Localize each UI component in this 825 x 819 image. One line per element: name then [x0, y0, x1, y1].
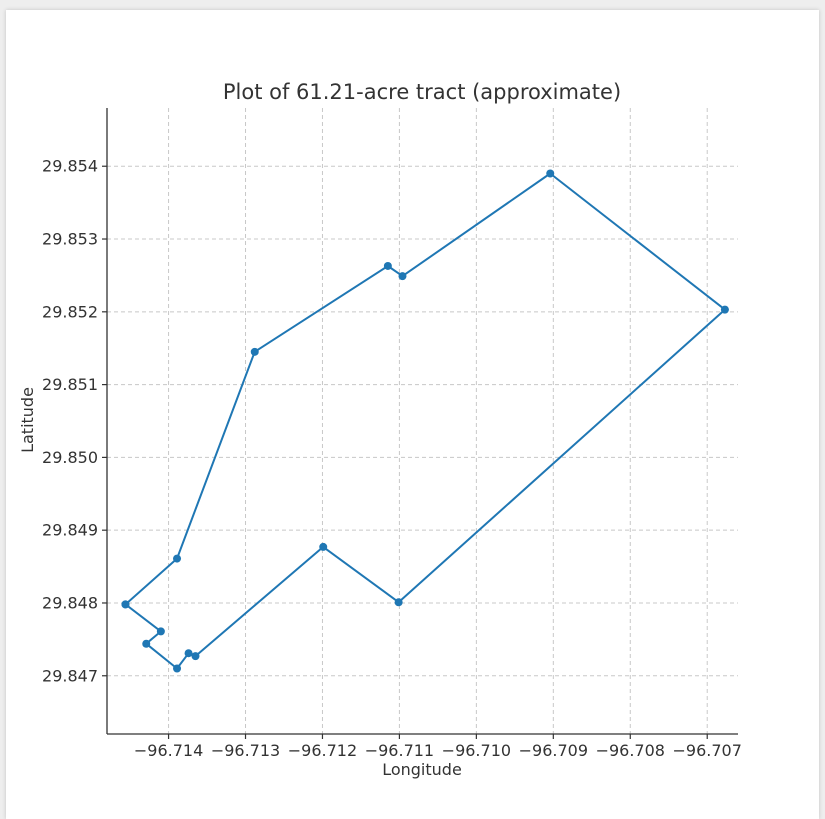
x-tick-label: −96.711 — [365, 741, 434, 760]
y-tick-label: 29.847 — [42, 666, 98, 685]
y-ticks: 29.847 29.848 29.849 29.850 29.851 29.852 29.8… — [42, 157, 107, 685]
vertex-point — [156, 627, 165, 636]
vertex-point — [184, 649, 193, 658]
chart-card: Plot of 61.21-acre tract (approximate) −… — [6, 10, 819, 819]
vertex-point — [191, 652, 200, 661]
x-tick-label: −96.713 — [211, 741, 280, 760]
grid — [107, 108, 738, 734]
x-tick-label: −96.709 — [519, 741, 588, 760]
x-axis-label: Longitude — [382, 760, 462, 779]
y-tick-label: 29.852 — [42, 302, 98, 321]
vertex-point — [546, 169, 555, 178]
x-tick-label: −96.714 — [134, 741, 203, 760]
vertex-point — [121, 600, 130, 609]
vertex-point — [720, 305, 729, 314]
y-tick-label: 29.853 — [42, 230, 98, 249]
y-tick-label: 29.849 — [42, 521, 98, 540]
tract-boundary-line — [124, 172, 726, 670]
x-ticks: −96.714 −96.713 −96.712 −96.711 −96.710 −96.7… — [134, 734, 742, 760]
chart-title: Plot of 61.21-acre tract (approximate) — [223, 80, 621, 104]
y-tick-label: 29.854 — [42, 157, 98, 176]
vertex-point — [173, 664, 182, 673]
x-tick-label: −96.710 — [442, 741, 511, 760]
vertex-point — [173, 554, 182, 563]
x-tick-label: −96.708 — [596, 741, 665, 760]
y-axis-label: Latitude — [18, 387, 37, 453]
vertex-point — [250, 347, 259, 356]
vertex-point — [398, 272, 407, 281]
x-tick-label: −96.707 — [673, 741, 742, 760]
axes — [106, 108, 738, 735]
x-tick-label: −96.712 — [288, 741, 357, 760]
series — [121, 169, 729, 673]
tract-plot-chart: Plot of 61.21-acre tract (approximate) −… — [18, 80, 742, 779]
vertex-point — [383, 261, 392, 270]
vertex-point — [394, 598, 403, 607]
y-tick-label: 29.851 — [42, 375, 98, 394]
y-tick-label: 29.848 — [42, 593, 98, 612]
y-tick-label: 29.850 — [42, 448, 98, 467]
vertex-point — [319, 542, 328, 551]
vertex-point — [142, 639, 151, 648]
